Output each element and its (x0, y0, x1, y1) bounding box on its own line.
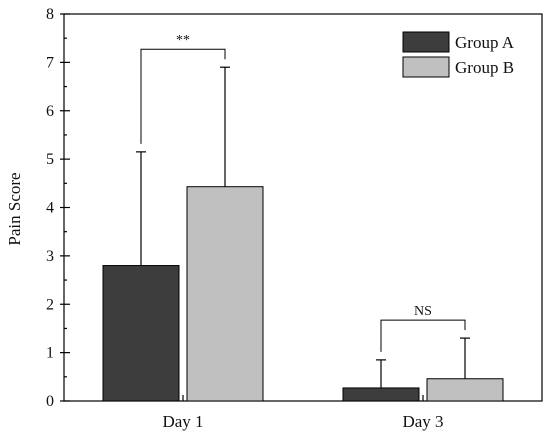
bar (342, 387, 420, 402)
y-tick-label: 1 (46, 345, 54, 362)
y-tick-label: 4 (46, 200, 54, 217)
y-tick-label: 8 (46, 6, 54, 23)
y-axis-label: Pain Score (5, 172, 24, 245)
y-tick-label: 7 (46, 54, 54, 71)
y-tick-label: 6 (46, 103, 54, 120)
legend-swatch (402, 31, 450, 53)
significance-label: NS (414, 304, 432, 319)
bar (426, 378, 504, 402)
legend-label: Group A (455, 33, 515, 52)
bar (102, 265, 180, 402)
y-tick-label: 2 (46, 296, 54, 313)
x-tick-label: Day 1 (162, 412, 203, 431)
legend-label: Group B (455, 58, 514, 77)
legend-swatch (402, 56, 450, 78)
y-tick-label: 0 (46, 393, 54, 410)
significance-bracket (140, 48, 226, 144)
y-tick-label: 3 (46, 248, 54, 265)
significance-bracket (380, 319, 466, 352)
x-tick-label: Day 3 (402, 412, 443, 431)
y-tick-label: 5 (46, 151, 54, 168)
significance-label: ** (176, 33, 190, 48)
bar (186, 186, 264, 402)
